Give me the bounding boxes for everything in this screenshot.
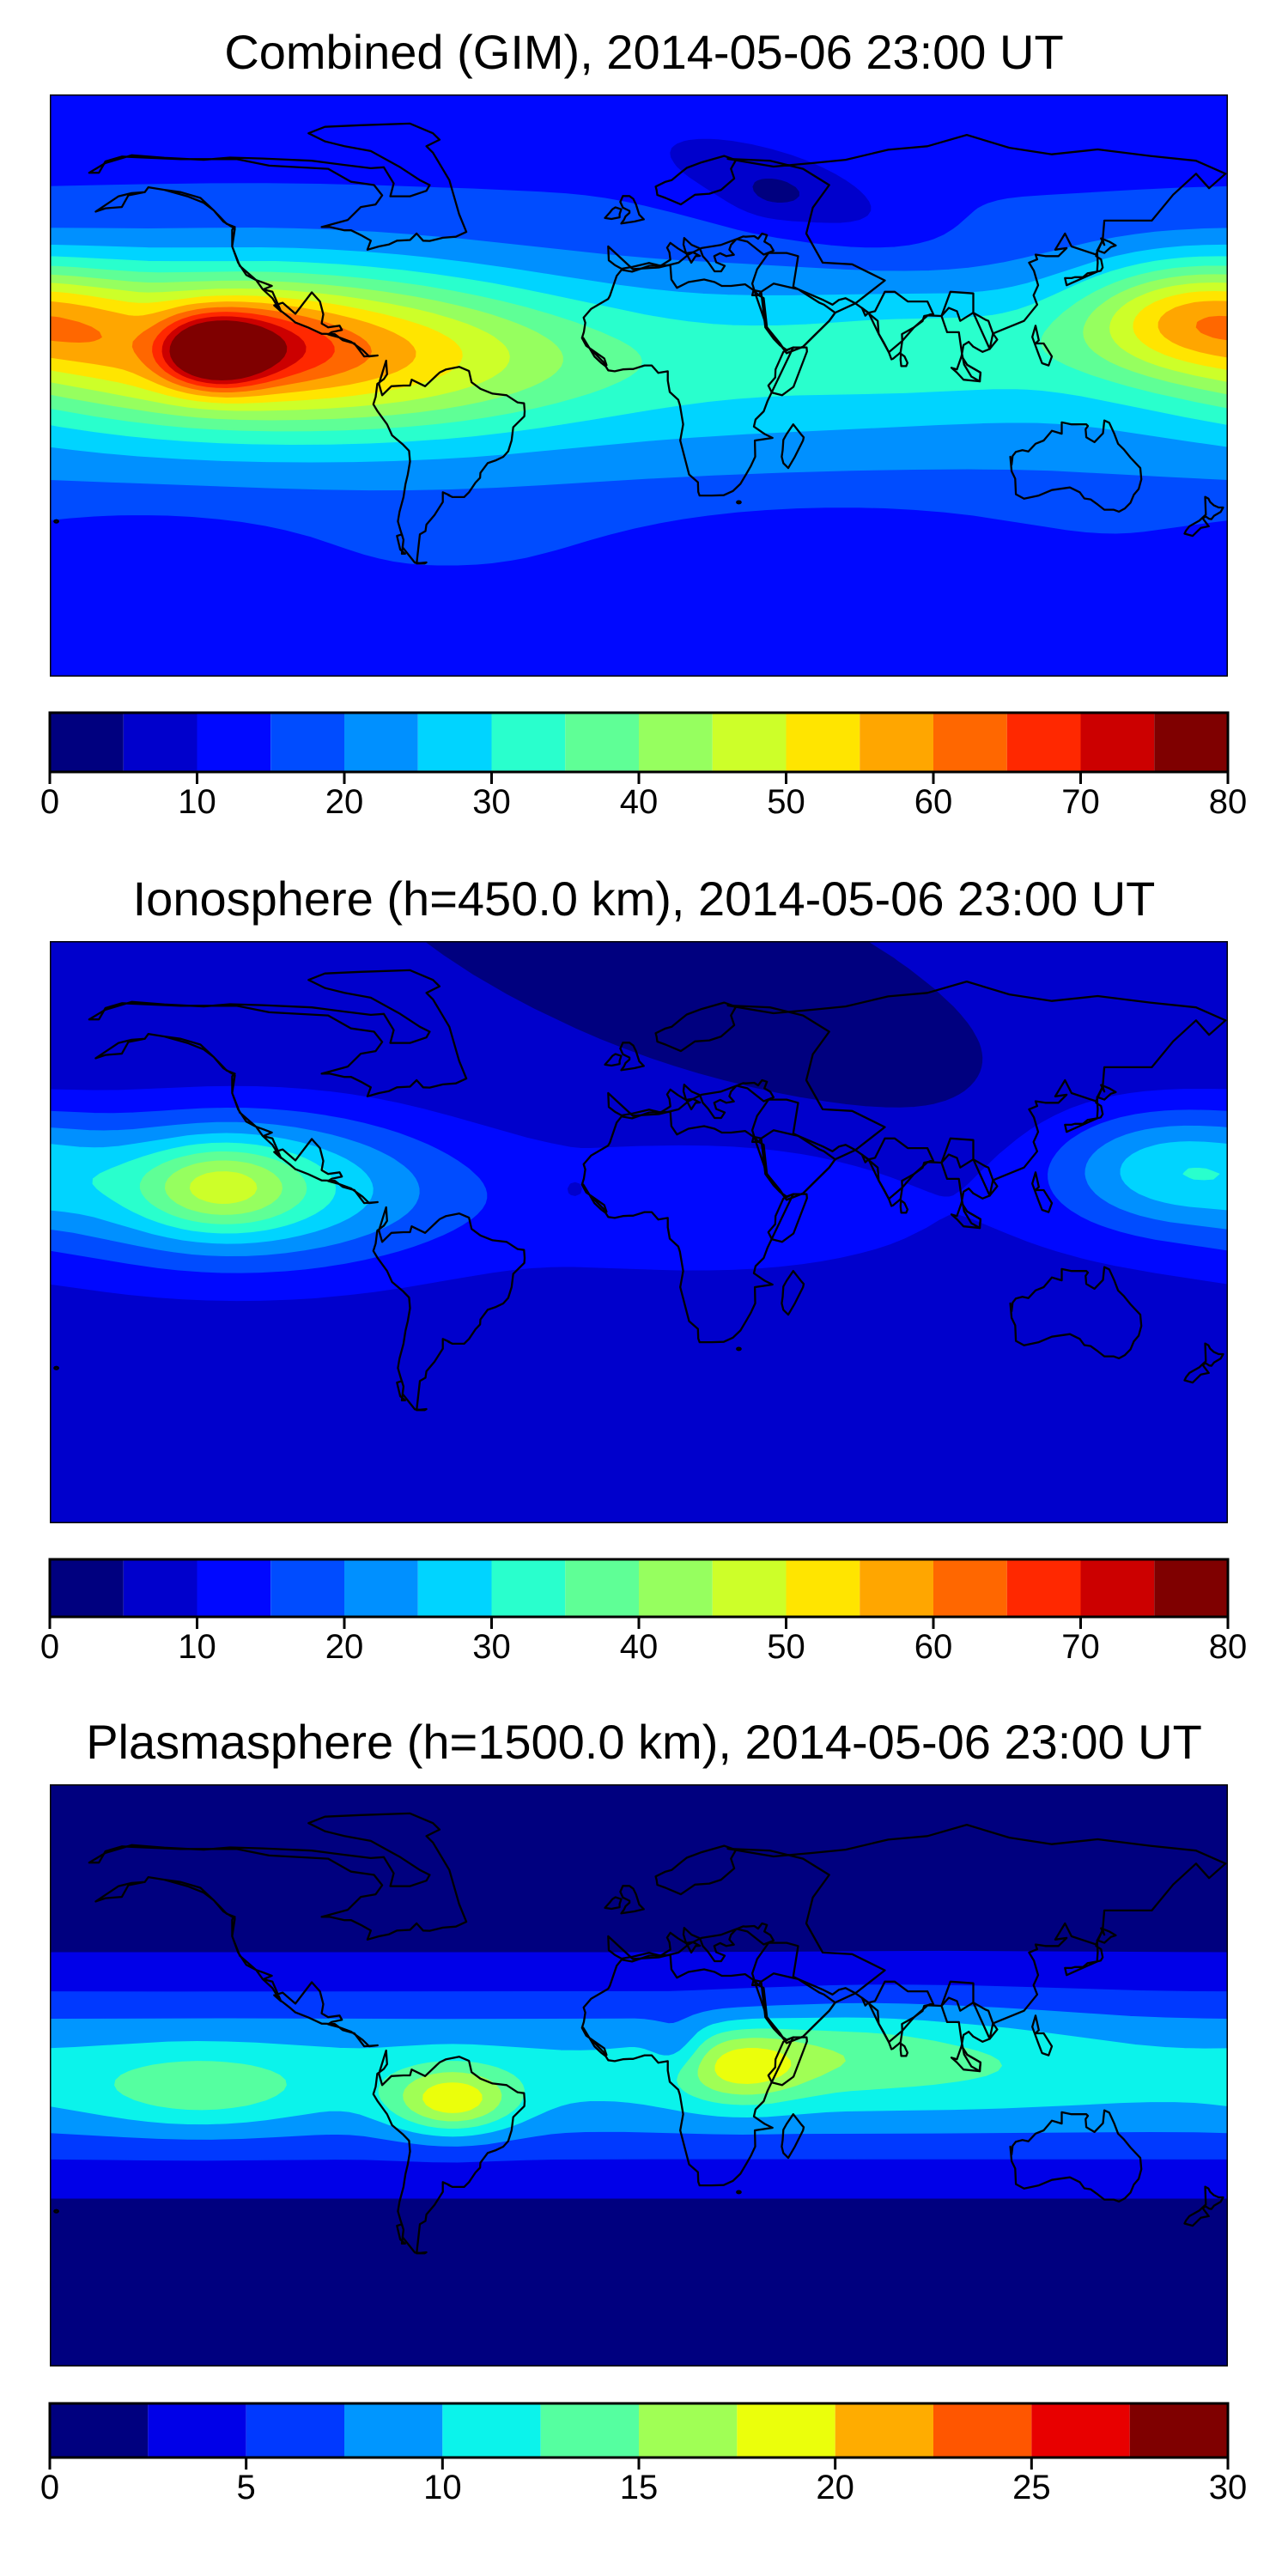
svg-text:60: 60 — [914, 783, 953, 821]
svg-text:0: 0 — [40, 2469, 59, 2506]
svg-text:5: 5 — [237, 2469, 256, 2506]
svg-text:20: 20 — [325, 1628, 364, 1666]
svg-text:40: 40 — [620, 783, 659, 821]
svg-text:60: 60 — [914, 1628, 953, 1666]
svg-text:30: 30 — [472, 783, 511, 821]
svg-text:15: 15 — [620, 2469, 659, 2506]
svg-text:30: 30 — [472, 1628, 511, 1666]
svg-text:0: 0 — [40, 783, 59, 821]
svg-text:40: 40 — [620, 1628, 659, 1666]
svg-text:50: 50 — [767, 783, 805, 821]
svg-text:20: 20 — [325, 783, 364, 821]
svg-text:10: 10 — [178, 1628, 216, 1666]
svg-text:20: 20 — [816, 2469, 854, 2506]
svg-text:0: 0 — [40, 1628, 59, 1666]
svg-text:50: 50 — [767, 1628, 805, 1666]
svg-text:30: 30 — [1209, 2469, 1248, 2506]
svg-text:80: 80 — [1209, 783, 1248, 821]
svg-text:25: 25 — [1012, 2469, 1051, 2506]
svg-text:10: 10 — [423, 2469, 461, 2506]
svg-text:80: 80 — [1209, 1628, 1248, 1666]
svg-text:70: 70 — [1061, 1628, 1100, 1666]
svg-text:70: 70 — [1061, 783, 1100, 821]
svg-text:10: 10 — [178, 783, 216, 821]
